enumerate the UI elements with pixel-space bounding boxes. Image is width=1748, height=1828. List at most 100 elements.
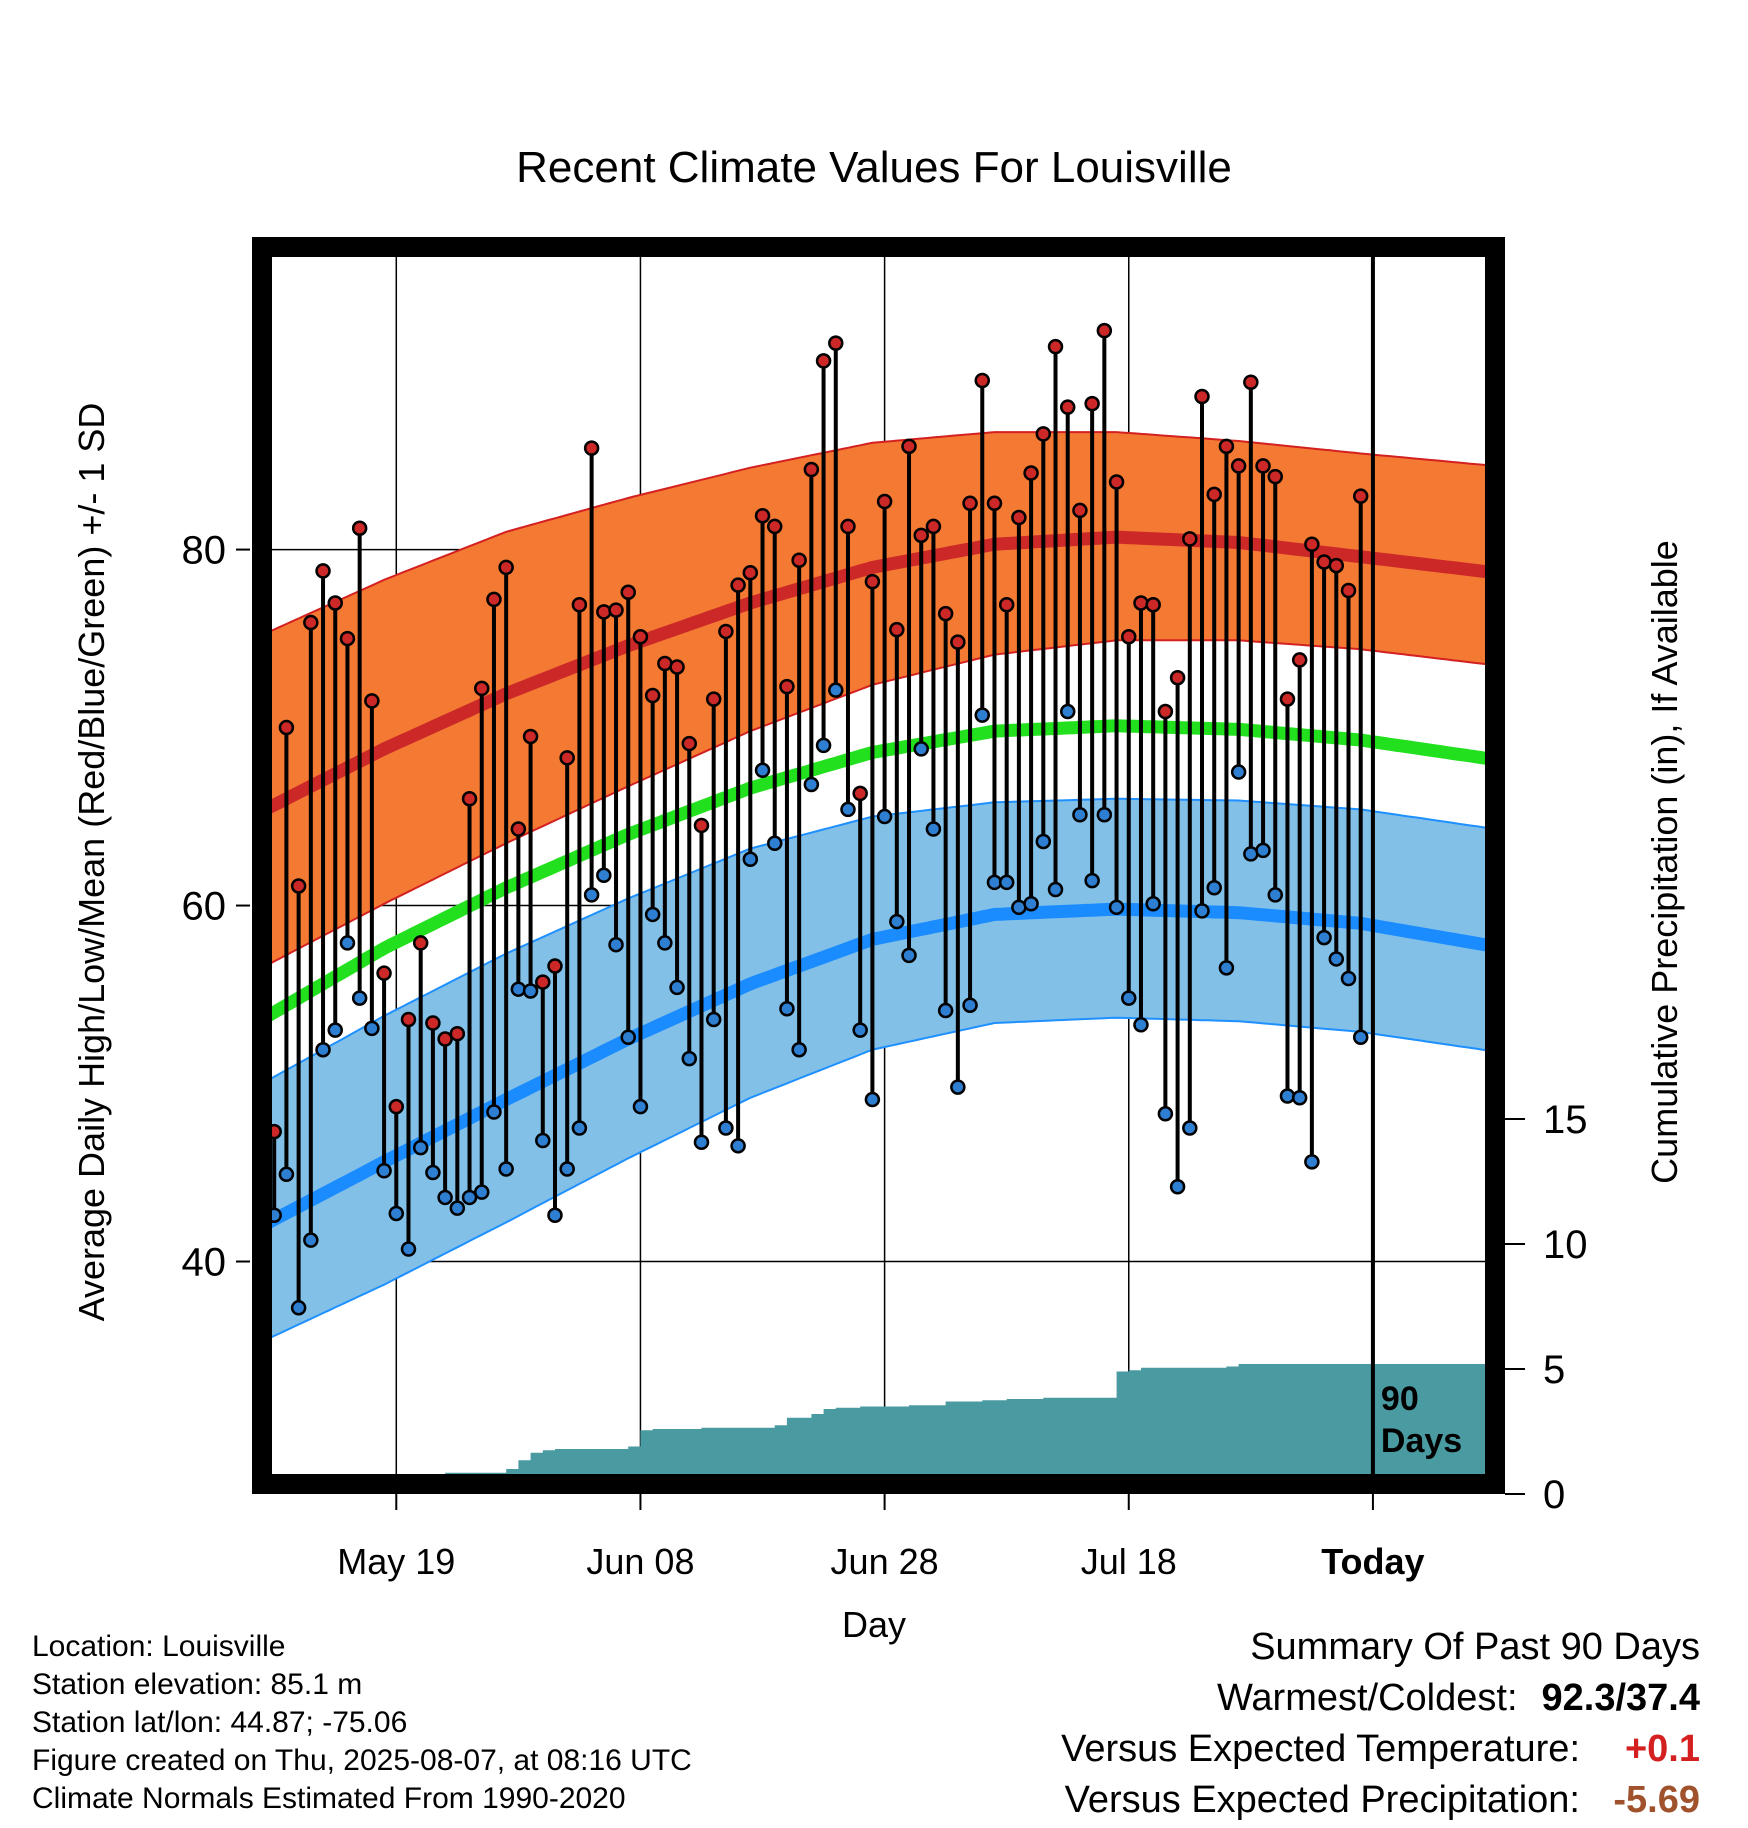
daily-high-point — [596, 604, 612, 620]
daily-high-point — [1340, 582, 1357, 599]
station-location: Location: Louisville — [32, 1630, 286, 1663]
y-tick-label-2: 80 — [182, 529, 227, 573]
daily-high-point — [388, 1098, 405, 1115]
daily-low-point — [535, 1132, 551, 1149]
daily-high-point — [998, 597, 1015, 613]
daily-low-point — [1169, 1179, 1186, 1195]
daily-high-point — [1023, 465, 1039, 481]
daily-high-point — [1194, 388, 1210, 405]
daily-high-point — [705, 691, 722, 707]
summary-temp-value: +0.1 — [1624, 1728, 1700, 1770]
daily-low-point — [1072, 807, 1088, 823]
daily-high-point — [766, 518, 783, 535]
daily-high-point — [1059, 399, 1076, 415]
daily-low-point — [278, 1166, 295, 1183]
daily-low-point — [1267, 887, 1284, 903]
daily-low-point — [864, 1091, 881, 1108]
daily-high-point — [950, 634, 966, 650]
daily-low-point — [522, 983, 539, 999]
daily-low-point — [1059, 703, 1076, 720]
daily-high-point — [620, 584, 636, 601]
daily-low-point — [339, 935, 356, 951]
daily-low-point — [510, 981, 527, 997]
daily-low-point — [913, 741, 929, 757]
daily-low-point — [437, 1189, 453, 1206]
x-tick-label-4: Today — [1321, 1541, 1424, 1582]
daily-low-point — [937, 1002, 954, 1019]
daily-high-point — [1352, 488, 1369, 504]
summary-temp-label: Versus Expected Temperature: — [1061, 1728, 1580, 1770]
daily-high-point — [522, 728, 539, 745]
daily-range-series — [266, 247, 1375, 1484]
daily-high-point — [962, 495, 978, 512]
station-elevation: Station elevation: 85.1 m — [32, 1668, 363, 1701]
daily-high-point — [1084, 395, 1100, 412]
cumulative-precipitation-area — [262, 1364, 1495, 1484]
x-tick-label-2: Jun 28 — [831, 1541, 939, 1582]
daily-high-point — [571, 597, 588, 613]
daily-high-point — [1279, 691, 1296, 707]
daily-high-point — [412, 935, 429, 951]
daily-high-point — [303, 614, 319, 631]
y2-tick-label-1: 5 — [1543, 1348, 1565, 1392]
daily-high-point — [327, 595, 343, 611]
daily-low-point — [620, 1029, 636, 1046]
daily-high-point — [925, 518, 942, 535]
summary-panel: Summary Of Past 90 Days Warmest/Coldest:… — [1061, 1622, 1700, 1826]
daily-low-point — [828, 682, 844, 698]
daily-low-point — [1340, 970, 1357, 987]
y-axis-label: Average Daily High/Low/Mean (Red/Blue/Gr… — [71, 403, 112, 1322]
daily-high-point — [473, 680, 490, 697]
summary-warmest-value: 92.3/37.4 — [1541, 1677, 1700, 1719]
daily-high-point — [974, 372, 991, 389]
daily-low-point — [889, 913, 905, 930]
daily-low-point — [290, 1300, 307, 1316]
daily-low-point — [693, 1134, 710, 1151]
daily-high-point — [852, 785, 868, 802]
daily-low-point — [1108, 899, 1125, 916]
summary-temp-row: Versus Expected Temperature: +0.1 — [1061, 1724, 1700, 1775]
daily-low-point — [1182, 1120, 1198, 1136]
daily-low-point — [303, 1232, 319, 1248]
daily-low-point — [315, 1041, 331, 1058]
daily-low-point — [950, 1079, 966, 1095]
daily-low-point — [754, 762, 771, 779]
daily-high-point — [1243, 374, 1259, 391]
station-latlon: Station lat/lon: 44.87; -75.06 — [32, 1706, 408, 1739]
daily-low-point — [1121, 990, 1137, 1006]
daily-high-point — [669, 659, 685, 675]
plot-frame — [252, 237, 1505, 1494]
daily-high-point — [901, 438, 917, 455]
station-info: Location: Louisville Station elevation: … — [32, 1628, 692, 1818]
daily-low-point — [669, 979, 685, 996]
y2-tick-label-2: 10 — [1543, 1223, 1588, 1267]
daily-high-point — [1206, 486, 1222, 503]
daily-high-point — [864, 573, 881, 590]
daily-high-point — [1157, 703, 1174, 720]
daily-high-point — [583, 440, 600, 456]
daily-low-point — [1279, 1088, 1296, 1104]
daily-low-point — [1133, 1017, 1149, 1033]
daily-high-point — [718, 623, 734, 640]
daily-low-point — [705, 1011, 722, 1028]
daily-high-point — [815, 353, 832, 369]
daily-low-point — [1035, 833, 1052, 850]
daily-low-point — [1047, 881, 1064, 898]
x-tick-label-3: Jul 18 — [1081, 1541, 1177, 1582]
daily-low-point — [791, 1041, 807, 1058]
daily-low-point — [486, 1104, 502, 1120]
daily-high-point — [547, 958, 563, 974]
y2-tick-label-0: 0 — [1543, 1473, 1565, 1517]
summary-title: Summary Of Past 90 Days — [1250, 1626, 1700, 1668]
daily-low-point — [1316, 929, 1332, 946]
daily-high-point — [1304, 536, 1320, 552]
y2-axis-label: Cumulative Precipitation (in), If Availa… — [1644, 540, 1685, 1184]
daily-high-point — [559, 750, 575, 766]
daily-high-point — [791, 552, 807, 569]
daily-low-point — [803, 776, 820, 793]
daily-high-point — [1047, 338, 1064, 355]
daily-low-point — [681, 1050, 698, 1067]
y-tick-label-1: 60 — [182, 885, 227, 929]
daily-high-point — [803, 461, 820, 478]
daily-low-point — [449, 1200, 466, 1216]
